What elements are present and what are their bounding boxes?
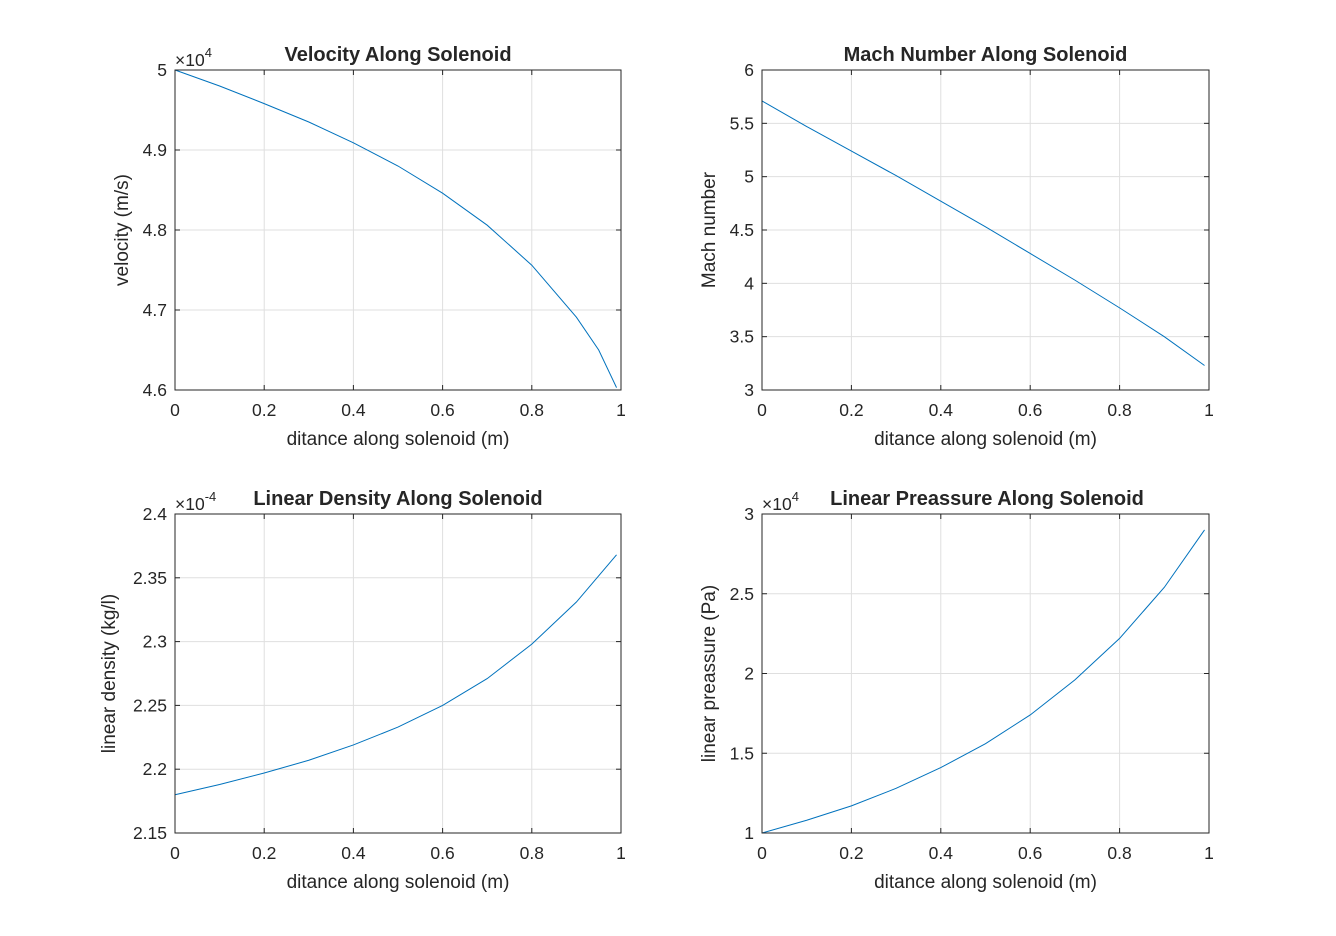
- y-axis-label: linear preassure (Pa): [699, 585, 720, 762]
- x-tick-label: 1: [616, 400, 626, 420]
- plot-area: [175, 514, 621, 833]
- y-tick-label: 5.5: [730, 113, 754, 133]
- x-tick-label: 0.8: [520, 843, 544, 863]
- y-tick-label: 4.9: [143, 140, 167, 160]
- x-tick-label: 0.8: [520, 400, 544, 420]
- x-tick-label: 0.4: [929, 843, 954, 863]
- series-line: [761, 100, 1205, 366]
- y-tick-label: 3: [744, 504, 754, 524]
- axes-box: [174, 513, 622, 834]
- y-tick-label: 3.5: [730, 327, 754, 347]
- y-tick-label: 2.3: [143, 632, 167, 652]
- y-axis-label: velocity (m/s): [112, 174, 133, 286]
- x-tick-label: 0.4: [929, 400, 954, 420]
- y-tick-label: 4: [744, 273, 754, 293]
- x-tick-label: 0.2: [839, 843, 863, 863]
- x-tick-label: 1: [616, 843, 626, 863]
- x-tick-label: 0.6: [430, 400, 454, 420]
- x-tick-label: 1: [1204, 400, 1214, 420]
- x-tick-label: 0: [170, 843, 180, 863]
- x-axis-label: ditance along solenoid (m): [874, 872, 1097, 893]
- y-tick-label: 2.15: [133, 823, 167, 843]
- series-line: [761, 529, 1205, 834]
- x-tick-label: 0: [757, 843, 767, 863]
- x-tick-label: 0.4: [341, 843, 366, 863]
- y-tick-label: 4.7: [143, 300, 167, 320]
- y-tick-label: 6: [744, 60, 754, 80]
- chart-2: 0 0.2 0.4 0.6 0.8 1 2.15 2.2 2.25 2.3 2.35 2.4 ditan…: [99, 488, 626, 893]
- chart-0: 0 0.2 0.4 0.6 0.8 1 4.6 4.7 4.8 4.9 5 ditance along…: [112, 44, 626, 450]
- chart-title: Velocity Along Solenoid: [284, 44, 511, 66]
- axis-exponent: ×10-4: [175, 489, 216, 514]
- y-tick-label: 5: [744, 167, 754, 187]
- y-tick-label: 4.5: [730, 220, 754, 240]
- x-axis-label: ditance along solenoid (m): [287, 872, 510, 893]
- y-tick-label: 4.6: [143, 380, 167, 400]
- x-axis-label: ditance along solenoid (m): [874, 429, 1097, 450]
- x-axis-label: ditance along solenoid (m): [287, 429, 510, 450]
- x-tick-label: 0.6: [430, 843, 454, 863]
- x-tick-label: 1: [1204, 843, 1214, 863]
- x-tick-label: 0.8: [1107, 843, 1131, 863]
- x-tick-label: 0.2: [252, 843, 276, 863]
- series-line: [174, 69, 617, 388]
- y-tick-label: 2.2: [143, 759, 167, 779]
- y-tick-label: 2.5: [730, 584, 754, 604]
- chart-title: Mach Number Along Solenoid: [844, 44, 1128, 66]
- x-tick-label: 0.6: [1018, 400, 1042, 420]
- chart-title: Linear Preassure Along Solenoid: [830, 488, 1144, 510]
- chart-1: 0 0.2 0.4 0.6 0.8 1 3 3.5 4 4.5 5 5.5 6 ditance along…: [699, 44, 1214, 450]
- axis-exponent: ×104: [175, 45, 212, 70]
- y-tick-label: 2.4: [143, 504, 168, 524]
- axis-exponent: ×104: [762, 489, 799, 514]
- y-axis-label: linear density (kg/l): [99, 594, 120, 753]
- series-line: [174, 554, 617, 796]
- y-tick-label: 2.25: [133, 695, 167, 715]
- y-tick-label: 2.35: [133, 568, 167, 588]
- x-tick-label: 0.8: [1107, 400, 1131, 420]
- chart-3: 0 0.2 0.4 0.6 0.8 1 1 1.5 2 2.5 3 ditance along sol…: [699, 488, 1214, 893]
- x-tick-label: 0.2: [252, 400, 276, 420]
- y-tick-label: 5: [157, 60, 167, 80]
- x-tick-label: 0.6: [1018, 843, 1042, 863]
- x-tick-label: 0.2: [839, 400, 863, 420]
- y-tick-label: 2: [744, 664, 754, 684]
- x-tick-label: 0.4: [341, 400, 366, 420]
- y-axis-label: Mach number: [699, 171, 720, 288]
- y-tick-label: 4.8: [143, 220, 167, 240]
- x-tick-label: 0: [170, 400, 180, 420]
- y-tick-label: 1: [744, 823, 754, 843]
- x-tick-label: 0: [757, 400, 767, 420]
- y-tick-label: 3: [744, 380, 754, 400]
- chart-title: Linear Density Along Solenoid: [253, 488, 542, 510]
- y-tick-label: 1.5: [730, 743, 754, 763]
